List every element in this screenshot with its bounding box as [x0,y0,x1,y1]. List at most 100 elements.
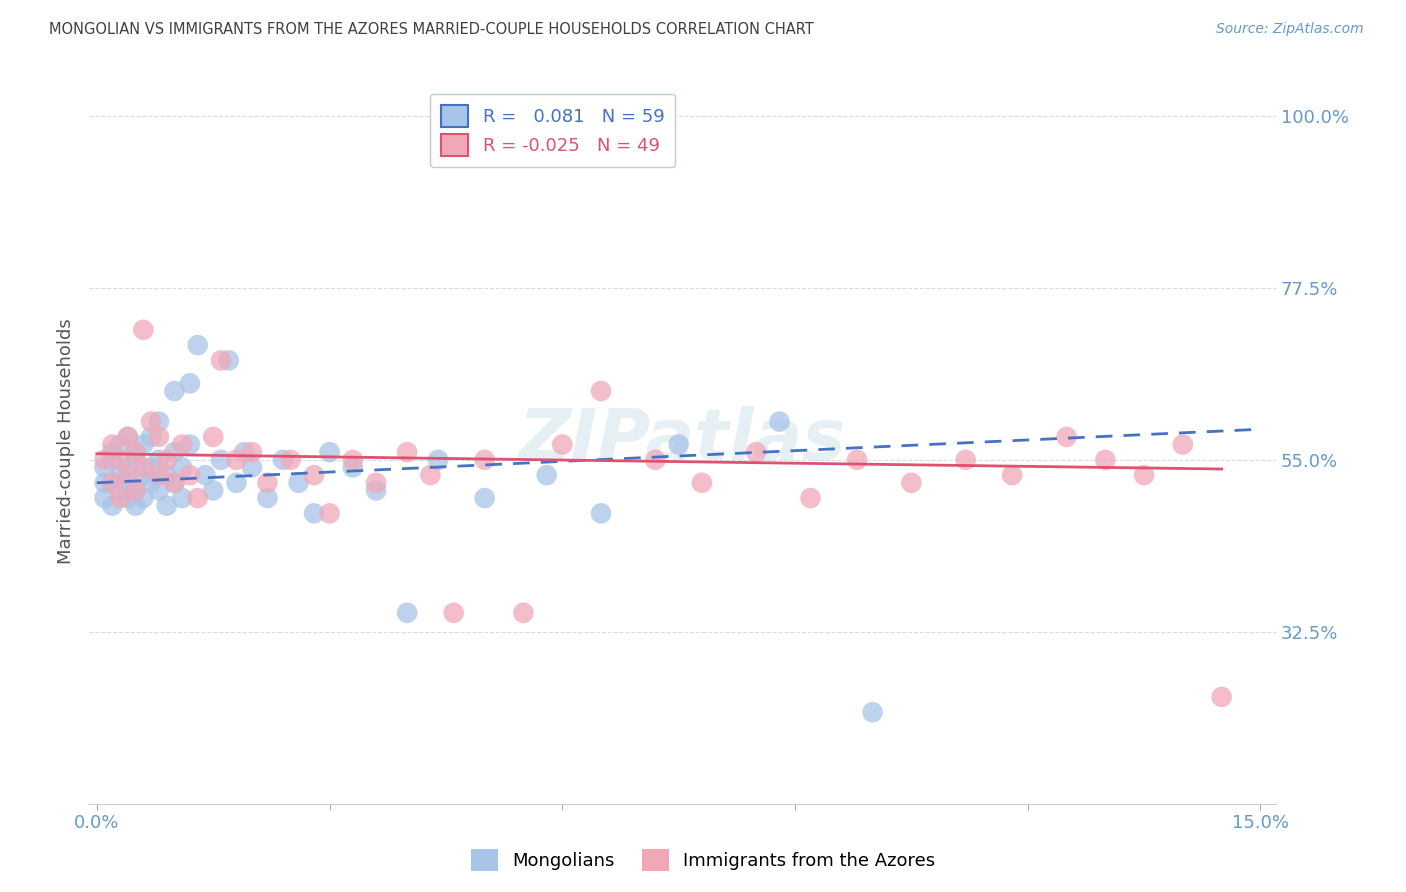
Point [768,415,790,429]
Point [179,376,201,391]
Point [163,475,186,490]
Point [589,507,612,521]
Point [589,384,612,398]
Point [342,453,364,467]
Point [148,483,170,498]
Point [179,437,201,451]
Point [163,384,186,398]
Point [218,353,240,368]
Point [172,460,194,475]
Point [101,475,124,490]
Point [148,430,170,444]
Point [551,437,574,451]
Point [117,475,139,490]
Point [644,453,666,467]
Point [240,460,263,475]
Point [132,460,155,475]
Point [101,437,124,451]
Point [318,445,340,459]
Point [139,415,162,429]
Text: ZIPatlas: ZIPatlas [519,406,846,475]
Point [419,468,441,483]
Point [148,453,170,467]
Point [900,475,922,490]
Point [1094,453,1116,467]
Point [745,445,768,459]
Point [101,475,124,490]
Point [139,430,162,444]
Point [148,468,170,483]
Point [132,437,155,451]
Point [194,468,217,483]
Point [124,483,146,498]
Point [124,445,146,459]
Point [1211,690,1233,704]
Point [302,468,325,483]
Point [209,453,232,467]
Point [117,430,139,444]
Point [202,430,225,444]
Point [474,491,496,505]
Point [108,453,131,467]
Point [93,453,115,467]
Point [179,468,201,483]
Point [225,475,247,490]
Point [364,475,387,490]
Point [139,460,162,475]
Point [139,475,162,490]
Point [256,475,278,490]
Point [108,483,131,498]
Point [117,491,139,505]
Point [318,507,340,521]
Legend: Mongolians, Immigrants from the Azores: Mongolians, Immigrants from the Azores [464,842,942,879]
Point [846,453,869,467]
Point [117,460,139,475]
Point [443,606,465,620]
Point [287,475,309,490]
Point [862,705,884,719]
Point [342,460,364,475]
Point [271,453,294,467]
Point [117,430,139,444]
Point [474,453,496,467]
Point [156,468,179,483]
Point [1171,437,1194,451]
Point [799,491,821,505]
Point [209,353,232,368]
Point [101,499,124,513]
Point [280,453,302,467]
Text: MONGOLIAN VS IMMIGRANTS FROM THE AZORES MARRIED-COUPLE HOUSEHOLDS CORRELATION CH: MONGOLIAN VS IMMIGRANTS FROM THE AZORES … [49,22,814,37]
Point [512,606,534,620]
Point [156,499,179,513]
Point [1056,430,1078,444]
Point [108,468,131,483]
Point [172,437,194,451]
Point [93,491,115,505]
Point [256,491,278,505]
Point [93,460,115,475]
Point [240,445,263,459]
Point [955,453,977,467]
Point [156,453,179,467]
Point [187,338,209,352]
Point [690,475,713,490]
Point [148,415,170,429]
Point [396,445,419,459]
Point [101,453,124,467]
Point [302,507,325,521]
Point [536,468,558,483]
Point [668,437,690,451]
Point [233,445,256,459]
Point [108,491,131,505]
Point [124,445,146,459]
Point [132,468,155,483]
Point [108,437,131,451]
Point [117,468,139,483]
Point [124,453,146,467]
Point [1133,468,1156,483]
Point [225,453,247,467]
Point [364,483,387,498]
Point [101,445,124,459]
Y-axis label: Married-couple Households: Married-couple Households [58,318,75,564]
Point [132,491,155,505]
